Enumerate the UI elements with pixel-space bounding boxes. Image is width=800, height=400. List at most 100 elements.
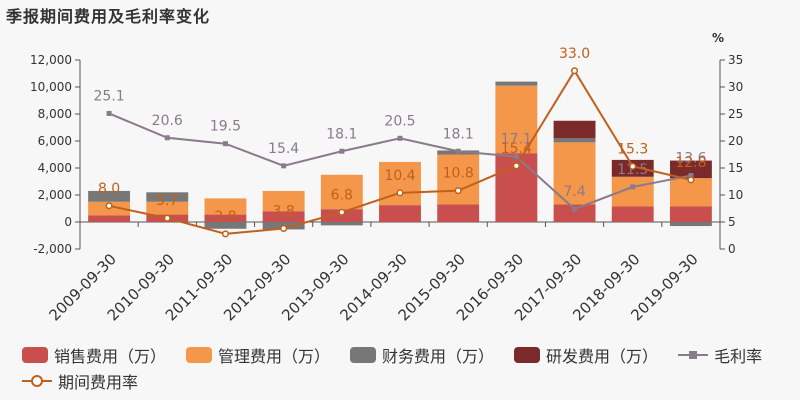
- y-tick-label: 4,000: [38, 161, 72, 175]
- legend-swatch: [514, 347, 541, 363]
- line-1-label-4: 6.8: [331, 187, 353, 203]
- line-1-marker-3: [280, 224, 288, 233]
- line-0-label-8: 7.4: [563, 184, 585, 200]
- line-0-marker-3: [281, 163, 287, 169]
- y2-tick-label: 25: [728, 107, 743, 121]
- legend-swatch: [186, 347, 213, 363]
- line-0-marker-10: [688, 173, 694, 179]
- legend-item[interactable]: 销售费用（万）: [22, 344, 166, 366]
- bar-segment-2-2: [204, 222, 247, 229]
- line-1-marker-4: [338, 208, 346, 216]
- bar-segment-3-8: [553, 120, 596, 139]
- legend-label: 期间费用率: [58, 373, 139, 392]
- legend-item[interactable]: 财务费用（万）: [350, 344, 494, 366]
- line-0-label-1: 20.6: [152, 113, 183, 129]
- line-0-label-5: 20.5: [384, 113, 415, 129]
- bar-segment-0-10: [669, 206, 712, 222]
- line-1-label-5: 10.4: [384, 168, 415, 184]
- bar-segment-1-1: [146, 201, 189, 215]
- line-1-marker-1: [163, 214, 171, 222]
- legend-item[interactable]: 研发费用（万）: [514, 344, 658, 366]
- line-0-marker-4: [339, 148, 345, 154]
- chart-legend: 销售费用（万） 管理费用（万） 财务费用（万） 研发费用（万） 毛利率期间费用率: [22, 344, 792, 392]
- y2-tick-label: 10: [728, 188, 743, 202]
- line-1-marker-9: [629, 162, 637, 170]
- bar-segment-2-7: [495, 81, 538, 86]
- y2-unit-label: %: [712, 31, 724, 45]
- y2-tick-label: 15: [728, 161, 743, 175]
- line-1-marker-7: [512, 162, 520, 170]
- bar-segment-2-4: [320, 222, 363, 226]
- line-1-label-8: 33.0: [559, 46, 590, 62]
- line-1-label-2: 2.8: [214, 209, 236, 225]
- y2-tick-label: 5: [728, 215, 736, 229]
- legend-swatch: [22, 373, 52, 389]
- bar-segment-0-2: [204, 214, 247, 222]
- legend-item[interactable]: 毛利率: [678, 344, 762, 366]
- y-tick-label: -2,000: [33, 242, 72, 256]
- line-0-marker-5: [397, 135, 403, 141]
- y2-tick-label: 35: [728, 53, 743, 67]
- bar-segment-1-4: [320, 174, 363, 210]
- line-0-marker-6: [455, 148, 461, 154]
- legend-item[interactable]: 期间费用率: [22, 370, 138, 392]
- line-0-label-6: 18.1: [443, 126, 474, 142]
- bar-segment-2-10: [669, 222, 712, 227]
- legend-label: 毛利率: [714, 347, 763, 366]
- line-0-marker-8: [572, 206, 578, 212]
- bar-segment-0-9: [611, 206, 654, 222]
- bar-segment-1-3: [262, 190, 305, 212]
- line-0-marker-7: [513, 154, 519, 160]
- line-0-label-7: 17.1: [501, 132, 532, 148]
- line-1-label-6: 10.8: [443, 166, 474, 182]
- legend-label: 研发费用（万）: [546, 347, 659, 366]
- legend-label: 财务费用（万）: [382, 347, 495, 366]
- y-tick-label: 10,000: [30, 80, 72, 94]
- chart-title: 季报期间费用及毛利率变化: [6, 7, 211, 26]
- line-1-marker-0: [105, 202, 113, 210]
- y2-tick-label: 20: [728, 134, 743, 148]
- legend-swatch: [678, 347, 709, 363]
- line-1-label-0: 8.0: [98, 181, 120, 197]
- bar-segment-0-5: [379, 205, 421, 222]
- y-tick-label: 0: [64, 215, 72, 229]
- line-1-label-9: 15.3: [617, 141, 648, 157]
- bar-segment-0-8: [553, 204, 596, 222]
- line-0-marker-2: [222, 141, 228, 147]
- line-1-label-10: 12.8: [675, 155, 706, 171]
- line-1-label-3: 3.8: [273, 203, 295, 219]
- bar-segment-3-10: [669, 160, 712, 179]
- legend-label: 销售费用（万）: [54, 347, 167, 366]
- y-tick-label: 2,000: [38, 188, 72, 202]
- y-tick-label: 8,000: [38, 107, 72, 121]
- line-1-marker-5: [396, 189, 404, 197]
- bar-segment-2-1: [146, 192, 189, 202]
- line-0-label-2: 19.5: [210, 119, 241, 135]
- bar-segment-0-0: [88, 215, 131, 222]
- bar-segment-1-8: [553, 142, 596, 205]
- line-1-marker-6: [454, 187, 462, 195]
- chart-plot: -2,000 0 2,000 4,000 6,000 8,000 10,000 12,000 0…: [30, 31, 743, 324]
- bar-segment-2-8: [553, 138, 596, 143]
- line-0-marker-9: [630, 184, 636, 190]
- bar-segment-1-2: [204, 198, 247, 215]
- y-tick-label: 6,000: [38, 134, 72, 148]
- line-1-marker-8: [570, 67, 579, 75]
- line-0-label-3: 15.4: [268, 141, 299, 157]
- legend-swatch: [22, 347, 48, 363]
- line-0-marker-1: [164, 135, 170, 141]
- line-0-label-0: 25.1: [94, 88, 125, 104]
- line-1-marker-10: [687, 176, 695, 184]
- legend-label: 管理费用（万）: [218, 347, 331, 366]
- y-tick-label: 12,000: [30, 53, 72, 67]
- line-1-label-1: 5.7: [156, 193, 178, 209]
- bar-segment-1-6: [437, 154, 480, 205]
- y2-tick-label: 0: [728, 242, 736, 256]
- bar-segment-0-6: [437, 204, 480, 222]
- legend-item[interactable]: 管理费用（万）: [186, 344, 330, 366]
- line-0-label-4: 18.1: [326, 126, 357, 142]
- y2-tick-label: 30: [728, 80, 743, 94]
- bar-segment-0-3: [262, 211, 305, 222]
- line-0-label-10: 13.6: [675, 151, 706, 167]
